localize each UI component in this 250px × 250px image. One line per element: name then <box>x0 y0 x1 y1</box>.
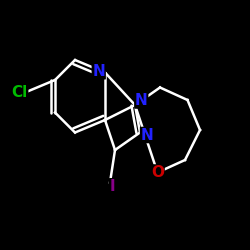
Text: N: N <box>141 128 154 142</box>
Text: Cl: Cl <box>12 85 28 100</box>
Text: O: O <box>151 165 164 180</box>
Text: I: I <box>110 179 115 194</box>
Text: N: N <box>92 64 105 79</box>
Text: N: N <box>135 93 148 108</box>
